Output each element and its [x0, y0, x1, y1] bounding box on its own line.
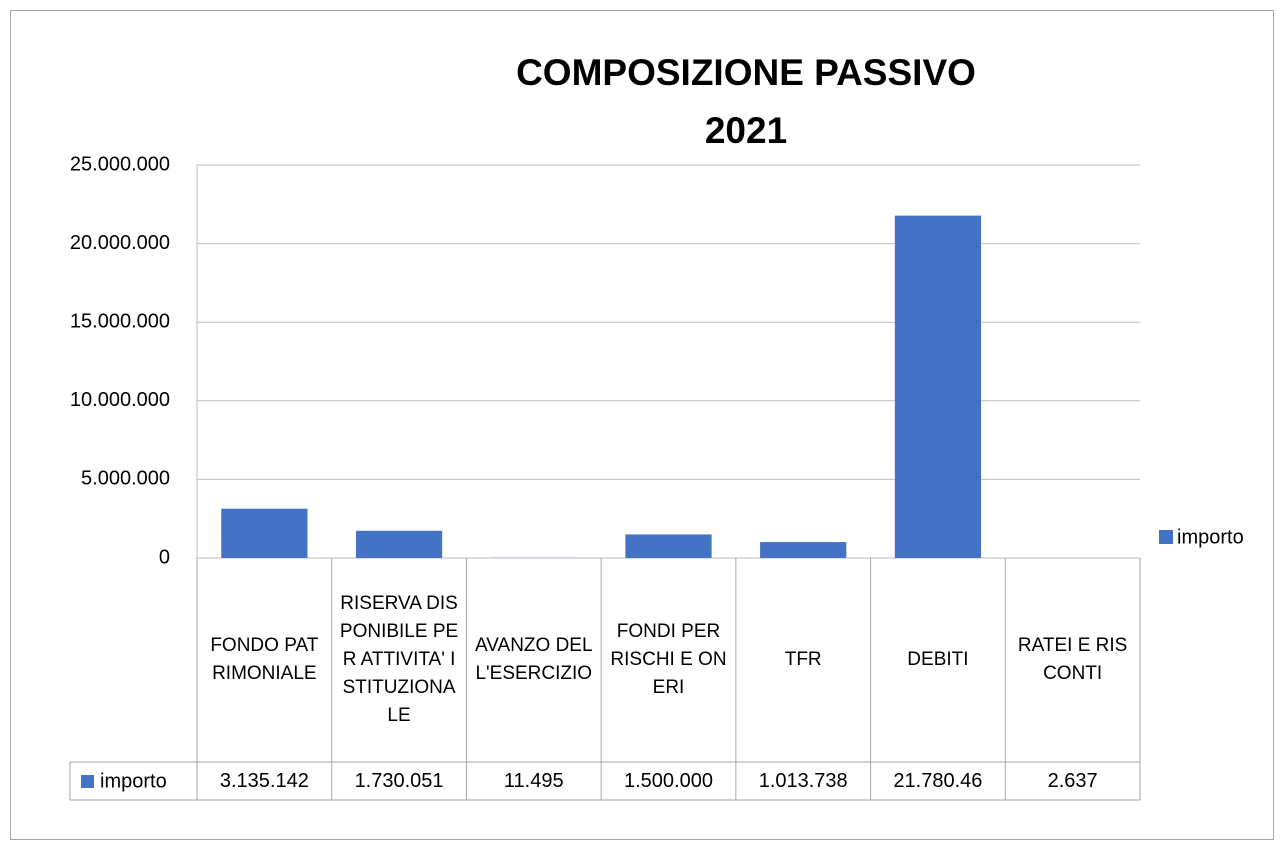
x-tick-label: RATEI E RISCONTI [1017, 635, 1128, 684]
y-tick-label: 25.000.000 [70, 153, 170, 175]
bar [760, 542, 847, 558]
y-tick-label: 5.000.000 [81, 468, 170, 490]
value-label: 3.135.142 [219, 769, 309, 792]
bar [894, 215, 982, 558]
value-label: 1.730.051 [354, 769, 444, 792]
bar [221, 508, 308, 558]
bar [355, 530, 443, 558]
legend-key [1159, 530, 1173, 544]
bar [625, 534, 712, 558]
table-series-name: importo [100, 770, 167, 792]
x-tick-label: FONDO PATRIMONIALE [210, 635, 319, 684]
chart-border [10, 10, 1274, 840]
x-tick-label: DEBITI [907, 649, 969, 670]
y-tick-label: 10.000.000 [70, 389, 170, 411]
value-label: 11.495 [503, 769, 564, 792]
x-tick-label: FONDI PER RISCHI E ONERI [610, 621, 727, 698]
chart-title: COMPOSIZIONE PASSIVO 2021 [516, 52, 976, 151]
x-tick-label: AVANZO DELL'ESERCIZIO [475, 635, 593, 684]
legend-label: importo [1177, 526, 1244, 548]
x-tick-label: RISERVA DISPONIBILE PER ATTIVITA' ISTITU… [339, 593, 459, 726]
y-tick-label: 15.000.000 [70, 310, 170, 332]
y-tick-label: 20.000.000 [70, 232, 170, 254]
value-label: 2.637 [1047, 769, 1098, 792]
y-tick-label: 0 [159, 546, 170, 568]
value-label: 21.780.46 [893, 769, 983, 792]
value-label: 1.500.000 [624, 769, 713, 792]
value-label: 1.013.738 [758, 769, 848, 792]
table-legend-key [81, 775, 94, 788]
x-tick-label: TFR [784, 649, 822, 670]
